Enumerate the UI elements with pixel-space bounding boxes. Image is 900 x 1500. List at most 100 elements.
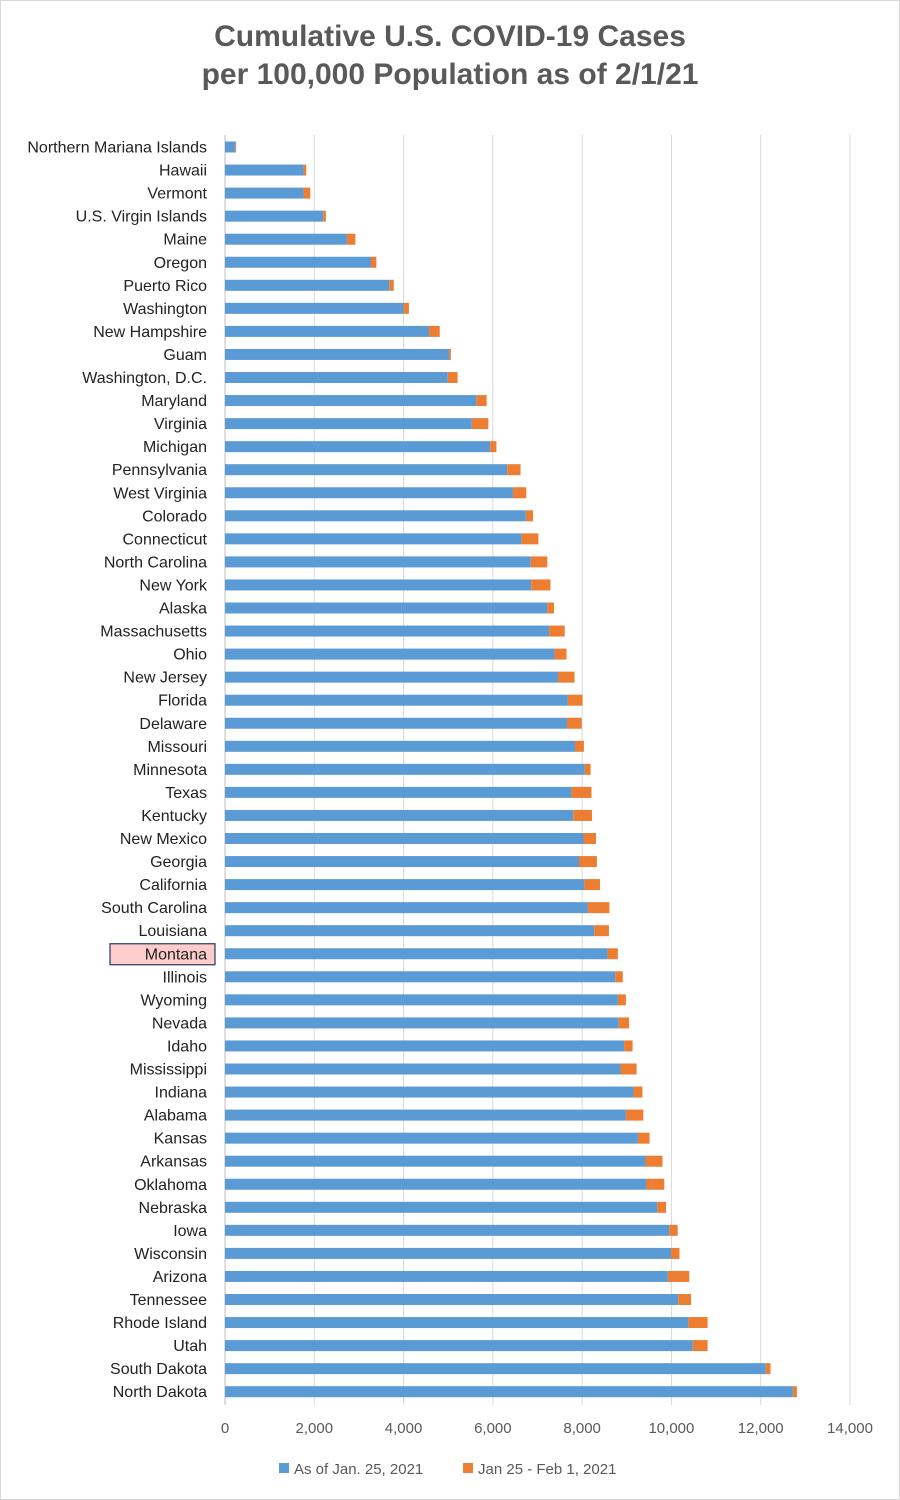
bar-increment — [594, 925, 609, 937]
category-label: Louisiana — [139, 923, 208, 940]
bar-base — [225, 856, 580, 868]
bar-increment — [792, 1386, 797, 1398]
category-label: Connecticut — [123, 531, 208, 548]
bar-increment — [567, 694, 583, 706]
category-label: U.S. Virgin Islands — [76, 209, 207, 226]
bar-base — [225, 1178, 647, 1190]
x-tick-label: 12,000 — [738, 1420, 784, 1437]
category-label: Arizona — [153, 1269, 207, 1286]
bar-increment — [323, 210, 326, 222]
bar-base — [225, 994, 618, 1006]
category-label: Montana — [145, 946, 207, 963]
bar-base — [225, 1017, 619, 1029]
bar-increment — [618, 1017, 630, 1029]
legend-label-increment: Jan 25 - Feb 1, 2021 — [478, 1461, 616, 1478]
category-label: South Dakota — [110, 1361, 207, 1378]
x-tick-label: 4,000 — [385, 1420, 423, 1437]
category-label: Maine — [163, 232, 207, 249]
bar-base — [225, 210, 324, 222]
bar-increment — [573, 809, 592, 821]
x-tick-label: 0 — [221, 1420, 229, 1437]
category-label: Oregon — [154, 255, 207, 272]
legend-swatch-base — [279, 1463, 289, 1473]
highlight-box — [109, 943, 216, 966]
bar-increment — [530, 556, 548, 568]
bar-increment — [625, 1109, 644, 1121]
bar-base — [225, 395, 477, 407]
category-label: Guam — [163, 347, 207, 364]
category-label: Maryland — [141, 393, 207, 410]
category-label: Illinois — [163, 969, 207, 986]
category-label: Kentucky — [141, 808, 207, 825]
bar-base — [225, 302, 404, 314]
bar-increment — [507, 464, 521, 476]
bar-base — [225, 487, 513, 499]
bar-base — [225, 418, 472, 430]
bar-increment — [346, 233, 356, 245]
bar-base — [225, 556, 531, 568]
category-label: Minnesota — [133, 762, 207, 779]
bar-base — [225, 717, 567, 729]
bar-base — [225, 579, 532, 591]
category-label: Northern Mariana Islands — [27, 140, 207, 157]
bar-increment — [389, 279, 394, 291]
bar-increment — [370, 256, 377, 268]
bar-increment — [584, 879, 600, 891]
bar-base — [225, 1132, 638, 1144]
x-tick-label: 14,000 — [827, 1420, 873, 1437]
bar-base — [225, 533, 522, 545]
bar-increment — [637, 1132, 650, 1144]
legend: As of Jan. 25, 2021 Jan 25 - Feb 1, 2021 — [279, 1461, 616, 1478]
bar-increment — [667, 1270, 690, 1282]
bar-base — [225, 786, 572, 798]
bar-base — [225, 1224, 670, 1236]
category-label: Virginia — [154, 416, 207, 433]
category-label: West Virginia — [113, 485, 207, 502]
category-label: Puerto Rico — [123, 278, 207, 295]
bar-increment — [566, 717, 582, 729]
bar-base — [225, 1340, 693, 1352]
bar-base — [225, 1317, 689, 1329]
category-label: New Hampshire — [93, 324, 207, 341]
bar-increment — [657, 1201, 667, 1213]
category-label: Alaska — [159, 601, 207, 618]
category-label: Pennsylvania — [112, 462, 207, 479]
category-label: Mississippi — [130, 1062, 207, 1079]
category-label: Vermont — [147, 186, 207, 203]
category-label: California — [139, 877, 207, 894]
bar-increment — [584, 763, 591, 775]
bar-base — [225, 1270, 668, 1282]
bar-base — [225, 1294, 679, 1305]
bar-increment — [692, 1340, 708, 1352]
category-label: New Mexico — [120, 831, 207, 848]
bar-base — [225, 187, 304, 199]
bar-base — [225, 348, 450, 360]
x-tick-label: 2,000 — [296, 1420, 334, 1437]
bar-increment — [615, 971, 623, 983]
category-label: Nebraska — [139, 1200, 208, 1217]
bar-base — [225, 833, 584, 844]
category-label: Oklahoma — [134, 1177, 207, 1194]
bar-base — [225, 671, 559, 683]
bar-increment — [531, 579, 551, 591]
bar-base — [225, 233, 347, 245]
category-label: Rhode Island — [113, 1315, 207, 1332]
bar-increment — [678, 1294, 692, 1305]
bar-base — [225, 625, 550, 637]
bar-increment — [525, 510, 534, 522]
bar-base — [225, 279, 390, 291]
category-label: South Carolina — [101, 900, 207, 917]
legend-swatch-increment — [463, 1463, 473, 1473]
bar-increment — [607, 948, 618, 960]
category-label: Massachusetts — [100, 624, 207, 641]
category-label: New York — [139, 577, 208, 594]
bar-increment — [403, 302, 409, 314]
bar-base — [225, 1363, 766, 1375]
bar-increment — [587, 902, 610, 914]
bar-increment — [669, 1224, 678, 1236]
legend-label-base: As of Jan. 25, 2021 — [294, 1461, 423, 1478]
category-label: Georgia — [150, 854, 207, 871]
bar-base — [225, 141, 236, 153]
bar-base — [225, 372, 448, 383]
bar-base — [225, 902, 588, 914]
